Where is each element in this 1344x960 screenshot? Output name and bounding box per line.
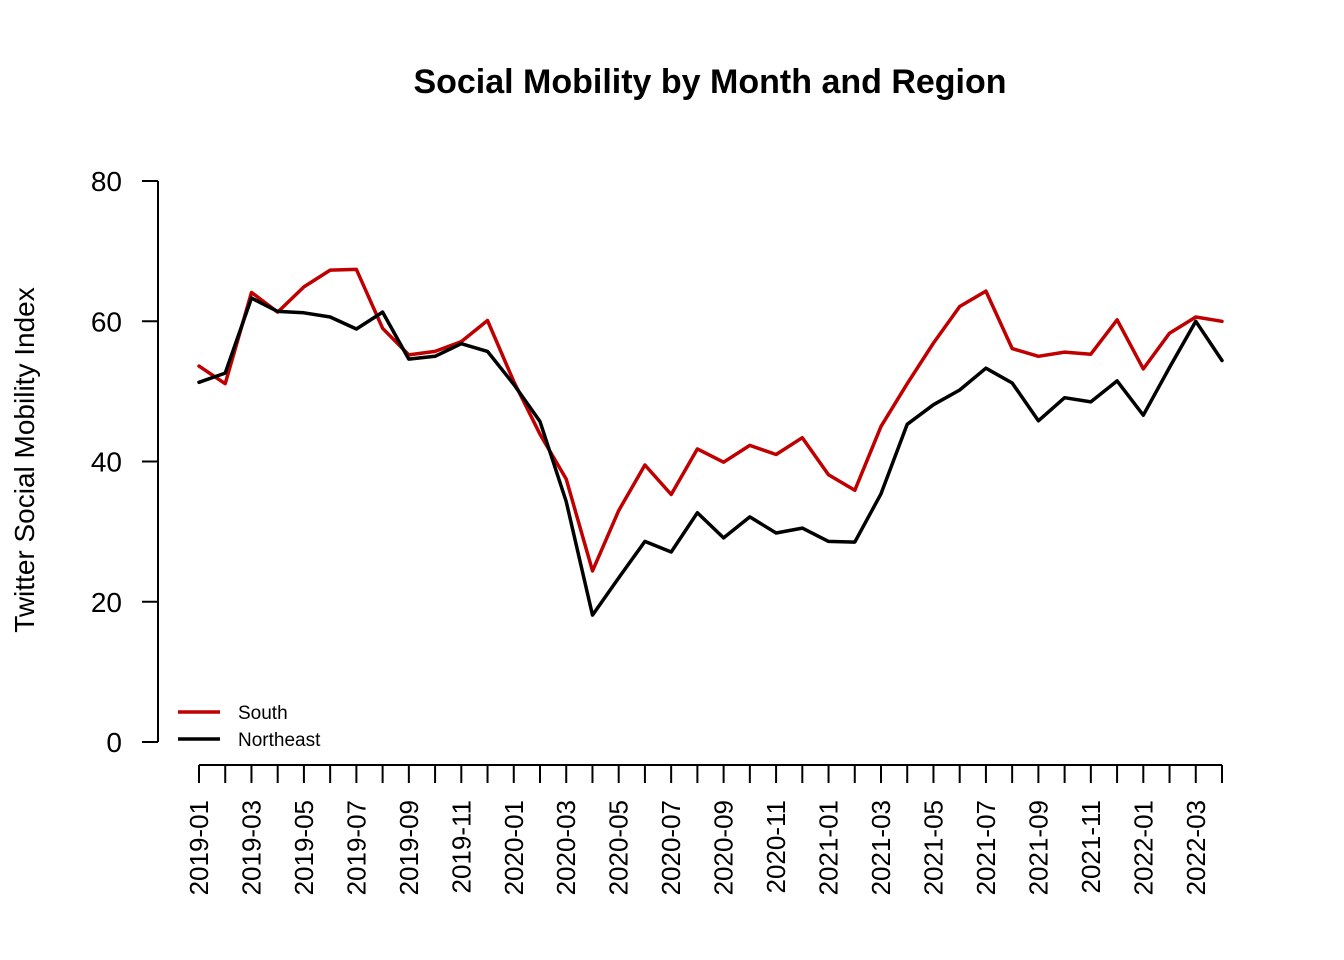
x-tick-label: 2021-11	[1076, 800, 1106, 894]
chart-title: Social Mobility by Month and Region	[413, 63, 1006, 101]
series-layer	[197, 267, 1224, 617]
x-tick-label: 2021-09	[1023, 800, 1053, 895]
y-tick-label: 80	[91, 166, 122, 197]
x-tick-label: 2019-05	[289, 800, 319, 895]
x-tick-label: 2020-01	[499, 800, 529, 895]
y-tick-label: 40	[91, 447, 122, 478]
x-tick-label: 2019-07	[341, 800, 371, 895]
x-tick-label: 2020-05	[604, 800, 634, 895]
x-tick-label: 2019-03	[236, 800, 266, 895]
legend-label-south: South	[238, 703, 288, 724]
y-tick-label: 20	[91, 587, 122, 618]
y-axis-label: Twitter Social Mobility Index	[9, 287, 40, 632]
x-tick-label: 2022-03	[1181, 800, 1211, 895]
legend-label-northeast: Northeast	[238, 730, 321, 751]
x-tick-label: 2020-03	[551, 800, 581, 895]
x-tick-label: 2019-09	[394, 800, 424, 895]
x-axis: 2019-01 2019-03 2019-05 2019-07 2019-09 2019-…	[184, 764, 1223, 895]
x-tick-label: 2020-07	[656, 800, 686, 895]
x-tick-label: 2020-09	[709, 800, 739, 895]
x-tick-label: 2021-05	[918, 800, 948, 895]
legend: South Northeast	[178, 703, 321, 751]
x-tick-label: 2022-01	[1128, 800, 1158, 895]
x-tick-label: 2021-03	[866, 800, 896, 895]
x-tick-label: 2020-11	[761, 800, 791, 894]
x-tick-label: 2019-11	[446, 800, 476, 894]
x-tick-label: 2019-01	[184, 800, 214, 895]
x-tick-label: 2021-07	[971, 800, 1001, 895]
y-tick-label: 0	[106, 727, 122, 758]
series-line-northeast	[197, 296, 1224, 617]
x-tick-label: 2021-01	[814, 800, 844, 895]
y-tick-label: 60	[91, 306, 122, 337]
series-line-south	[197, 267, 1224, 573]
y-axis: 0 20 40 60 80	[91, 166, 159, 758]
